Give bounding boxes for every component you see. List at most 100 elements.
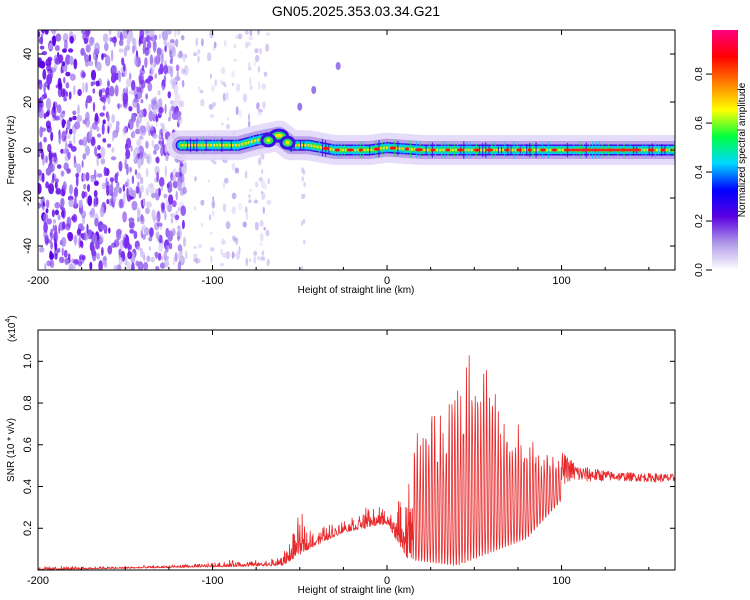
noise-speck bbox=[138, 135, 144, 140]
noise-speck bbox=[50, 150, 53, 160]
noise-speck bbox=[118, 161, 123, 172]
noise-speck bbox=[127, 251, 133, 260]
noise-speck bbox=[131, 130, 136, 139]
noise-speck bbox=[156, 222, 163, 227]
noise-speck bbox=[164, 128, 168, 133]
noise-speck bbox=[232, 58, 238, 62]
noise-speck bbox=[77, 104, 80, 116]
noise-speck bbox=[267, 178, 270, 185]
noise-speck bbox=[199, 89, 204, 94]
noise-speck bbox=[152, 40, 157, 52]
noise-speck bbox=[147, 75, 154, 82]
noise-speck bbox=[161, 255, 164, 261]
noise-speck bbox=[126, 178, 130, 188]
noise-speck bbox=[153, 149, 157, 155]
noise-speck bbox=[172, 256, 176, 266]
noise-speck bbox=[231, 206, 236, 215]
noise-speck bbox=[107, 125, 110, 134]
y-tick-label: 1.0 bbox=[22, 354, 34, 369]
noise-speck bbox=[231, 82, 235, 87]
noise-speck bbox=[153, 143, 160, 151]
noise-speck bbox=[93, 190, 98, 198]
ridge-hotspot bbox=[358, 148, 363, 152]
noise-speck bbox=[179, 172, 182, 177]
x-tick-label: 100 bbox=[552, 575, 570, 587]
noise-speck bbox=[51, 179, 54, 184]
noise-speck bbox=[94, 217, 99, 227]
noise-speck bbox=[154, 34, 158, 41]
noise-speck bbox=[163, 193, 168, 199]
noise-speck bbox=[179, 100, 185, 108]
secondary-track-blob bbox=[335, 62, 341, 70]
noise-speck bbox=[81, 160, 84, 168]
noise-speck bbox=[148, 103, 152, 112]
noise-speck bbox=[66, 119, 71, 130]
noise-speck bbox=[39, 246, 45, 253]
noise-speck bbox=[72, 115, 77, 121]
noise-speck bbox=[107, 143, 112, 148]
noise-speck bbox=[96, 252, 100, 260]
noise-speck bbox=[116, 30, 121, 38]
noise-speck bbox=[127, 241, 131, 251]
noise-speck bbox=[102, 138, 107, 143]
snr-panel: -200 -100 0 100 0.2 0.4 0.6 0.8 1.0 Height of s… bbox=[5, 315, 676, 596]
noise-speck bbox=[66, 148, 70, 156]
noise-speck bbox=[136, 102, 140, 115]
ridge-hotspot bbox=[563, 148, 571, 152]
noise-speck bbox=[65, 223, 71, 231]
colorbar-ticks: 0.0 0.2 0.4 0.6 0.8 bbox=[694, 67, 712, 277]
noise-speck bbox=[99, 234, 104, 245]
noise-speck bbox=[105, 55, 111, 67]
noise-speck bbox=[38, 169, 42, 176]
noise-speck bbox=[88, 60, 94, 67]
noise-speck bbox=[45, 97, 52, 110]
noise-speck bbox=[85, 82, 88, 93]
noise-speck bbox=[259, 232, 264, 242]
noise-speck bbox=[61, 209, 65, 218]
noise-speck bbox=[43, 82, 46, 94]
noise-speck bbox=[102, 255, 108, 265]
noise-speck bbox=[303, 239, 306, 245]
noise-speck bbox=[62, 65, 67, 71]
noise-speck bbox=[98, 89, 103, 98]
noise-speck bbox=[180, 205, 186, 216]
y-tick-label: 0.4 bbox=[22, 479, 34, 494]
noise-speck bbox=[101, 246, 104, 256]
noise-speck bbox=[128, 220, 135, 229]
noise-speck bbox=[226, 117, 229, 121]
noise-speck bbox=[89, 241, 95, 252]
noise-speck bbox=[266, 258, 271, 267]
colorbar-label: Normalized spectral amplitude bbox=[737, 82, 748, 217]
noise-speck bbox=[69, 184, 73, 195]
spectrogram-x-label: Height of straight line (km) bbox=[298, 285, 415, 296]
noise-speck bbox=[101, 53, 107, 58]
noise-speck bbox=[95, 80, 100, 87]
noise-speck bbox=[207, 179, 210, 183]
noise-speck bbox=[99, 112, 105, 117]
secondary-track-blob bbox=[297, 102, 303, 111]
noise-speck bbox=[66, 168, 71, 174]
noise-speck bbox=[207, 52, 212, 62]
noise-speck bbox=[81, 216, 86, 225]
noise-speck bbox=[231, 192, 237, 200]
colorbar-tick-label: 0.0 bbox=[694, 263, 705, 277]
noise-speck bbox=[164, 45, 167, 52]
noise-speck bbox=[261, 83, 266, 90]
noise-speck bbox=[210, 255, 213, 264]
noise-speck bbox=[257, 65, 260, 73]
noise-speck bbox=[259, 47, 262, 55]
noise-speck bbox=[156, 171, 159, 183]
ridge-hotspot bbox=[527, 148, 532, 152]
noise-speck bbox=[123, 124, 127, 137]
noise-speck bbox=[133, 97, 140, 103]
noise-speck bbox=[255, 54, 260, 63]
noise-speck bbox=[164, 259, 170, 268]
noise-speck bbox=[54, 209, 60, 216]
ridge-hotspot bbox=[456, 148, 464, 152]
noise-speck bbox=[63, 76, 66, 84]
noise-speck bbox=[94, 115, 100, 125]
noise-speck bbox=[76, 114, 83, 123]
noise-speck bbox=[75, 172, 80, 178]
noise-speck bbox=[176, 230, 181, 237]
noise-speck bbox=[133, 148, 137, 159]
